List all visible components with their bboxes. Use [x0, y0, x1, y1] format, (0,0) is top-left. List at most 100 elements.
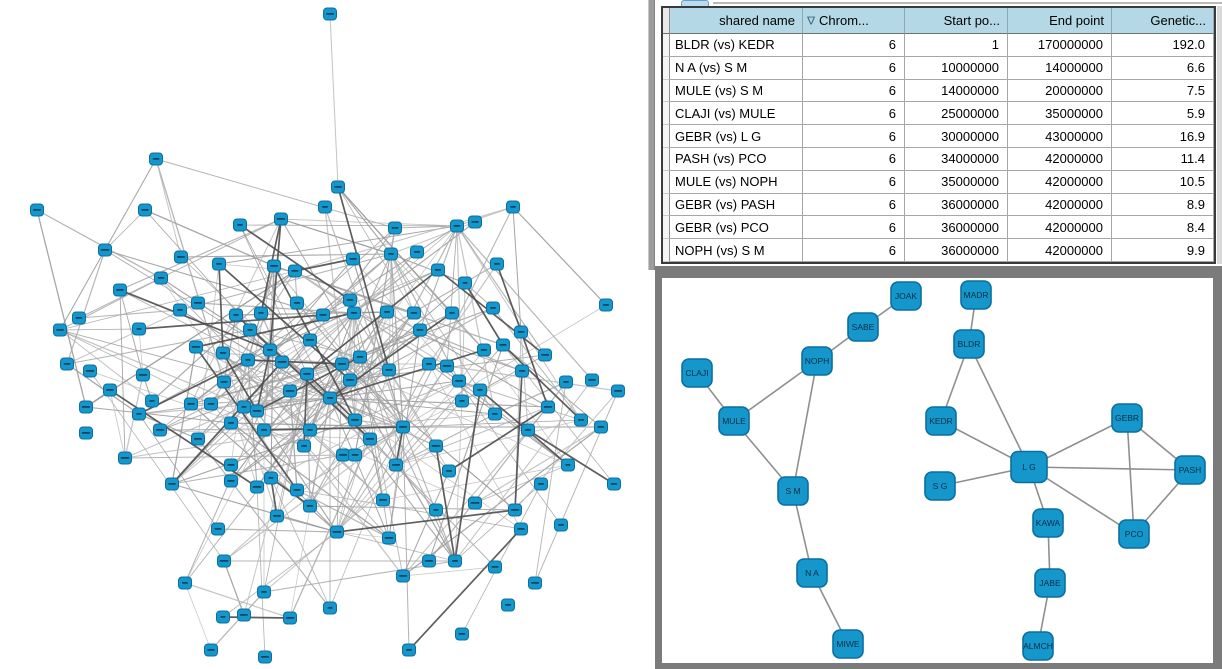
graph-node-JOAK[interactable]: JOAK: [890, 281, 922, 311]
table-cell[interactable]: 42000000: [1008, 147, 1112, 171]
graph-node[interactable]: [429, 503, 443, 517]
graph-node[interactable]: [396, 420, 410, 434]
graph-node[interactable]: [554, 518, 568, 532]
graph-node[interactable]: [237, 400, 251, 414]
graph-node[interactable]: [189, 340, 203, 354]
graph-node[interactable]: [233, 218, 247, 232]
graph-node[interactable]: [384, 247, 398, 261]
graph-node[interactable]: [184, 397, 198, 411]
table-cell[interactable]: 6: [803, 102, 905, 126]
graph-node[interactable]: [574, 413, 588, 427]
graph-node-GEBR[interactable]: GEBR: [1111, 403, 1143, 433]
graph-node[interactable]: [173, 303, 187, 317]
graph-node[interactable]: [154, 271, 168, 285]
table-cell[interactable]: 6: [803, 216, 905, 240]
graph-node[interactable]: [376, 493, 390, 507]
graph-node[interactable]: [335, 357, 349, 371]
graph-node[interactable]: [528, 576, 542, 590]
graph-node[interactable]: [283, 384, 297, 398]
graph-node[interactable]: [514, 522, 528, 536]
graph-node[interactable]: [60, 357, 74, 371]
table-cell[interactable]: 6: [803, 125, 905, 148]
graph-node-SG[interactable]: S G: [924, 471, 956, 501]
row-gutter[interactable]: [663, 170, 670, 194]
column-header-shared-name[interactable]: shared name: [670, 8, 803, 34]
graph-node[interactable]: [422, 554, 436, 568]
graph-node[interactable]: [559, 375, 573, 389]
graph-node[interactable]: [165, 477, 179, 491]
table-cell[interactable]: 170000000: [1008, 34, 1112, 57]
table-cell[interactable]: 11.4: [1112, 147, 1214, 171]
graph-node[interactable]: [521, 423, 535, 437]
graph-node[interactable]: [257, 423, 271, 437]
table-cell[interactable]: 7.5: [1112, 79, 1214, 103]
graph-node[interactable]: [445, 306, 459, 320]
table-cell[interactable]: 8.4: [1112, 216, 1214, 240]
graph-node[interactable]: [288, 264, 302, 278]
graph-node[interactable]: [468, 215, 482, 229]
graph-node[interactable]: [275, 355, 289, 369]
graph-node[interactable]: [431, 263, 445, 277]
table-cell[interactable]: 9.9: [1112, 239, 1214, 262]
graph-node-PASH[interactable]: PASH: [1174, 455, 1206, 485]
graph-node[interactable]: [458, 276, 472, 290]
graph-node-LG[interactable]: L G: [1010, 450, 1048, 484]
panel-tab-fragment[interactable]: [681, 0, 709, 6]
column-header-genetic[interactable]: Genetic...: [1112, 8, 1214, 34]
graph-node[interactable]: [347, 306, 361, 320]
filter-icon[interactable]: ∇: [807, 14, 816, 27]
graph-node[interactable]: [363, 432, 377, 446]
graph-node[interactable]: [30, 203, 44, 217]
graph-node-MIWE[interactable]: MIWE: [832, 629, 864, 659]
row-gutter[interactable]: [663, 193, 670, 217]
graph-node[interactable]: [585, 373, 599, 387]
graph-node-KAWA[interactable]: KAWA: [1032, 508, 1064, 538]
graph-node[interactable]: [290, 296, 304, 310]
graph-node[interactable]: [422, 357, 436, 371]
table-cell[interactable]: 43000000: [1008, 125, 1112, 148]
graph-node-NA[interactable]: N A: [796, 558, 828, 588]
graph-node[interactable]: [380, 305, 394, 319]
table-cell[interactable]: 6: [803, 56, 905, 80]
row-gutter[interactable]: [663, 216, 670, 240]
graph-node[interactable]: [136, 368, 150, 382]
table-cell[interactable]: 8.9: [1112, 193, 1214, 217]
graph-node[interactable]: [318, 200, 332, 214]
graph-edge-GEBR-PCO[interactable]: [1126, 417, 1135, 535]
graph-node-ALMCH[interactable]: ALMCH: [1022, 631, 1054, 661]
graph-node-SABE[interactable]: SABE: [847, 312, 879, 342]
table-cell[interactable]: 36000000: [905, 193, 1008, 217]
graph-node[interactable]: [538, 348, 552, 362]
graph-node[interactable]: [237, 608, 251, 622]
graph-node[interactable]: [224, 416, 238, 430]
table-cell-shared-name[interactable]: CLAJI (vs) MULE: [670, 102, 803, 126]
row-gutter[interactable]: [663, 79, 670, 103]
graph-node[interactable]: [323, 391, 337, 405]
column-header-end-point[interactable]: End point: [1008, 8, 1112, 34]
table-cell[interactable]: 42000000: [1008, 216, 1112, 240]
graph-node-SM[interactable]: S M: [777, 476, 809, 506]
graph-node[interactable]: [118, 451, 132, 465]
table-cell[interactable]: 192.0: [1112, 34, 1214, 57]
table-cell[interactable]: 42000000: [1008, 193, 1112, 217]
table-cell[interactable]: 36000000: [905, 239, 1008, 262]
graph-node[interactable]: [496, 338, 510, 352]
graph-node[interactable]: [343, 373, 357, 387]
row-gutter[interactable]: [663, 34, 670, 57]
graph-node[interactable]: [303, 333, 317, 347]
graph-node[interactable]: [149, 152, 163, 166]
graph-node[interactable]: [98, 243, 112, 257]
table-cell[interactable]: 6: [803, 170, 905, 194]
graph-node[interactable]: [346, 252, 360, 266]
graph-node[interactable]: [407, 306, 421, 320]
column-header-chrom[interactable]: ∇ Chrom...: [803, 8, 905, 34]
graph-node[interactable]: [224, 474, 238, 488]
graph-node-NOPH[interactable]: NOPH: [801, 346, 833, 376]
table-cell[interactable]: 1: [905, 34, 1008, 57]
table-cell[interactable]: 25000000: [905, 102, 1008, 126]
graph-node[interactable]: [455, 394, 469, 408]
graph-node[interactable]: [442, 464, 456, 478]
table-cell[interactable]: 14000000: [1008, 56, 1112, 80]
graph-node[interactable]: [506, 200, 520, 214]
table-cell[interactable]: 10.5: [1112, 170, 1214, 194]
